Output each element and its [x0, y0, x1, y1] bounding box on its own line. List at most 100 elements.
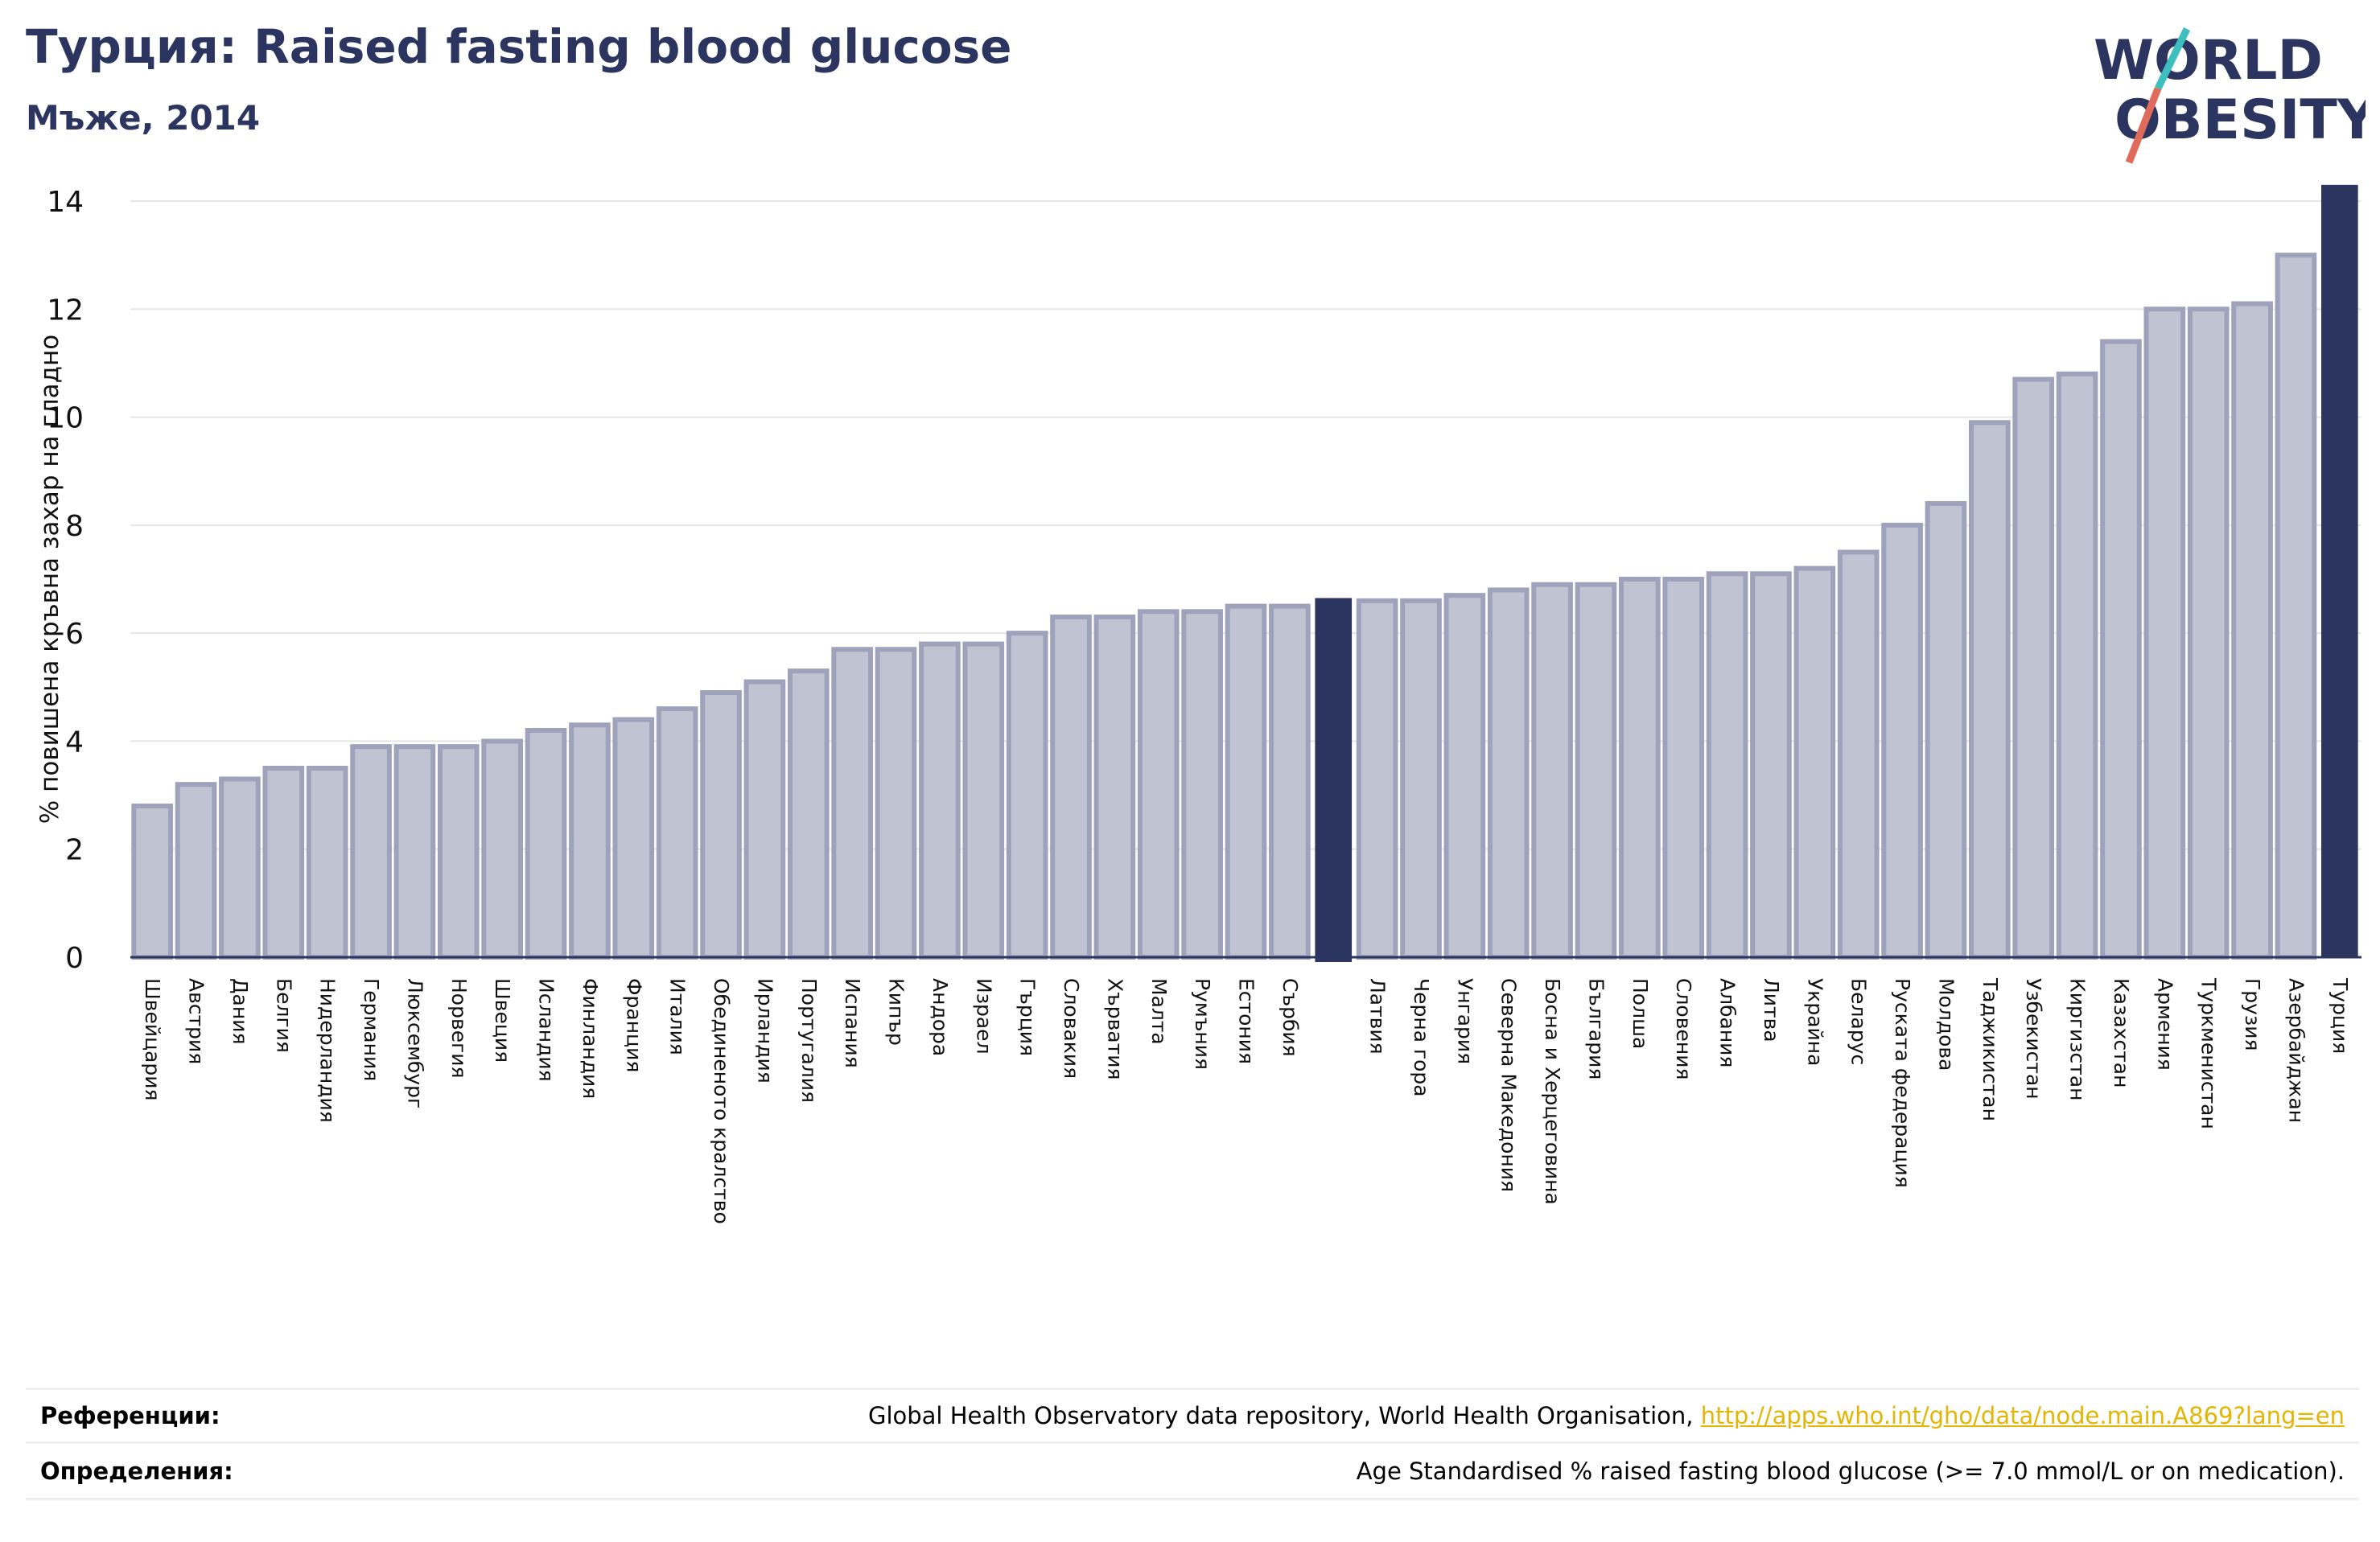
logo-line-world: WORLD [2094, 29, 2323, 93]
bar [525, 728, 567, 960]
y-tick-label: 6 [65, 618, 84, 651]
bar [1487, 587, 1530, 960]
page-subtitle: Мъже, 2014 [26, 98, 261, 138]
bar [700, 690, 742, 960]
bar [1619, 577, 1661, 960]
logo-slash-red [2125, 87, 2162, 164]
x-tick-label: Сърбия [1279, 978, 1302, 1057]
x-tick-label: Словакия [1060, 978, 1083, 1079]
x-tick-label: Исландия [535, 978, 558, 1082]
bar [481, 738, 524, 960]
x-tick-label: България [1584, 978, 1608, 1079]
x-tick-label: Андора [929, 978, 952, 1056]
x-tick-label: Грузия [2241, 978, 2264, 1051]
bar [2275, 253, 2317, 960]
bar [2143, 306, 2186, 960]
bar [1356, 598, 1398, 960]
bar [1968, 420, 2011, 960]
x-tick-label: Черна гора [1410, 978, 1433, 1097]
bar [743, 679, 786, 960]
x-tick-label: Руската федерация [1891, 978, 1914, 1188]
bar [1225, 603, 1267, 960]
x-tick-label: Естония [1235, 978, 1258, 1064]
logo-slash-teal [2154, 27, 2191, 90]
bar-chart: 0 2 4 6 8 10 12 14 % повишена кръвна захар на гл… [35, 184, 2361, 1224]
bar [2012, 376, 2055, 960]
bar [1269, 603, 1311, 960]
references-label: Референции: [40, 1402, 220, 1429]
bar [1181, 609, 1223, 960]
page-title: Турция: Raised fasting blood glucose [26, 19, 1012, 74]
x-tick-label: Туркменистан [2197, 977, 2221, 1129]
y-tick-label: 2 [65, 834, 84, 867]
x-tick-label: Испания [841, 978, 864, 1068]
x-tick-label: Молдова [1934, 978, 1958, 1071]
bar [962, 641, 1005, 960]
x-tick-label: Украйна [1803, 978, 1826, 1066]
definitions-row: Определения: Age Standardised % raised f… [26, 1444, 2359, 1500]
bar [262, 766, 305, 960]
bar [131, 804, 174, 960]
bar [1793, 565, 1836, 960]
x-tick-label: Киргизстан [2066, 978, 2090, 1101]
bar [2187, 306, 2230, 960]
y-tick-label: 0 [65, 942, 84, 975]
bar [1837, 549, 1880, 960]
x-tick-label: Ирландия [753, 978, 776, 1084]
bar [2056, 371, 2098, 960]
y-tick-label: 4 [65, 726, 84, 759]
x-tick-label: Израел [972, 978, 995, 1055]
x-tick-label: Словения [1672, 978, 1695, 1079]
bar [1706, 571, 1748, 960]
bar [612, 717, 655, 960]
x-tick-label: Германия [360, 978, 383, 1081]
bar [393, 744, 436, 960]
x-tick-label: Финландия [579, 978, 602, 1099]
bar [656, 706, 698, 960]
x-tick-label: Хърватия [1103, 978, 1126, 1080]
x-tick-label: Таджикистан [1979, 977, 2002, 1121]
bar [1662, 577, 1705, 960]
bar [437, 744, 480, 960]
bar [1093, 615, 1136, 960]
world-obesity-logo: WORLD OBESITY [2094, 27, 2366, 164]
bar [2231, 301, 2273, 960]
definitions-label: Определения: [40, 1457, 233, 1485]
x-tick-label: Турция [2329, 977, 2352, 1054]
x-tick-label: Люксембург [403, 978, 426, 1108]
x-tick-label: Узбекистан [2022, 978, 2045, 1100]
references-content: Global Health Observatory data repositor… [868, 1402, 2345, 1429]
x-tick-label: Франция [622, 978, 645, 1072]
x-tick-label: Норвегия [447, 978, 471, 1079]
bar [1531, 582, 1573, 960]
x-tick-label: Литва [1760, 978, 1783, 1042]
x-tick-label: Швеция [491, 978, 514, 1063]
bar [350, 744, 392, 960]
y-tick-label: 14 [47, 186, 84, 219]
bar [919, 641, 961, 960]
bar [875, 647, 917, 960]
bar [1750, 571, 1792, 960]
bar [1443, 593, 1486, 960]
x-tick-label: Малта [1147, 978, 1171, 1045]
references-link[interactable]: http://apps.who.int/gho/data/node.main.A… [1700, 1402, 2345, 1429]
x-tick-label: Италия [666, 978, 690, 1055]
bar [1400, 598, 1442, 960]
x-tick-label: Латвия [1366, 978, 1390, 1055]
bar [1137, 609, 1180, 960]
x-tick-label: Армения [2153, 978, 2176, 1071]
bar-highlighted [2320, 184, 2358, 957]
references-text: Global Health Observatory data repositor… [867, 1402, 1694, 1429]
bar [787, 668, 830, 960]
y-axis-label: % повишена кръвна захар на гладно [35, 335, 64, 824]
bar [306, 766, 348, 960]
x-tick-label: Албания [1716, 978, 1740, 1067]
bar [1050, 615, 1092, 960]
bar [831, 647, 873, 960]
x-tick-label: Португалия [797, 978, 821, 1103]
x-tick-label: Австрия [185, 978, 208, 1064]
bar [219, 776, 261, 960]
x-tick-label: Босна и Херцеговина [1541, 978, 1564, 1205]
x-tick-label: Белгия [272, 978, 295, 1053]
x-tick-label: Беларус [1847, 978, 1871, 1065]
